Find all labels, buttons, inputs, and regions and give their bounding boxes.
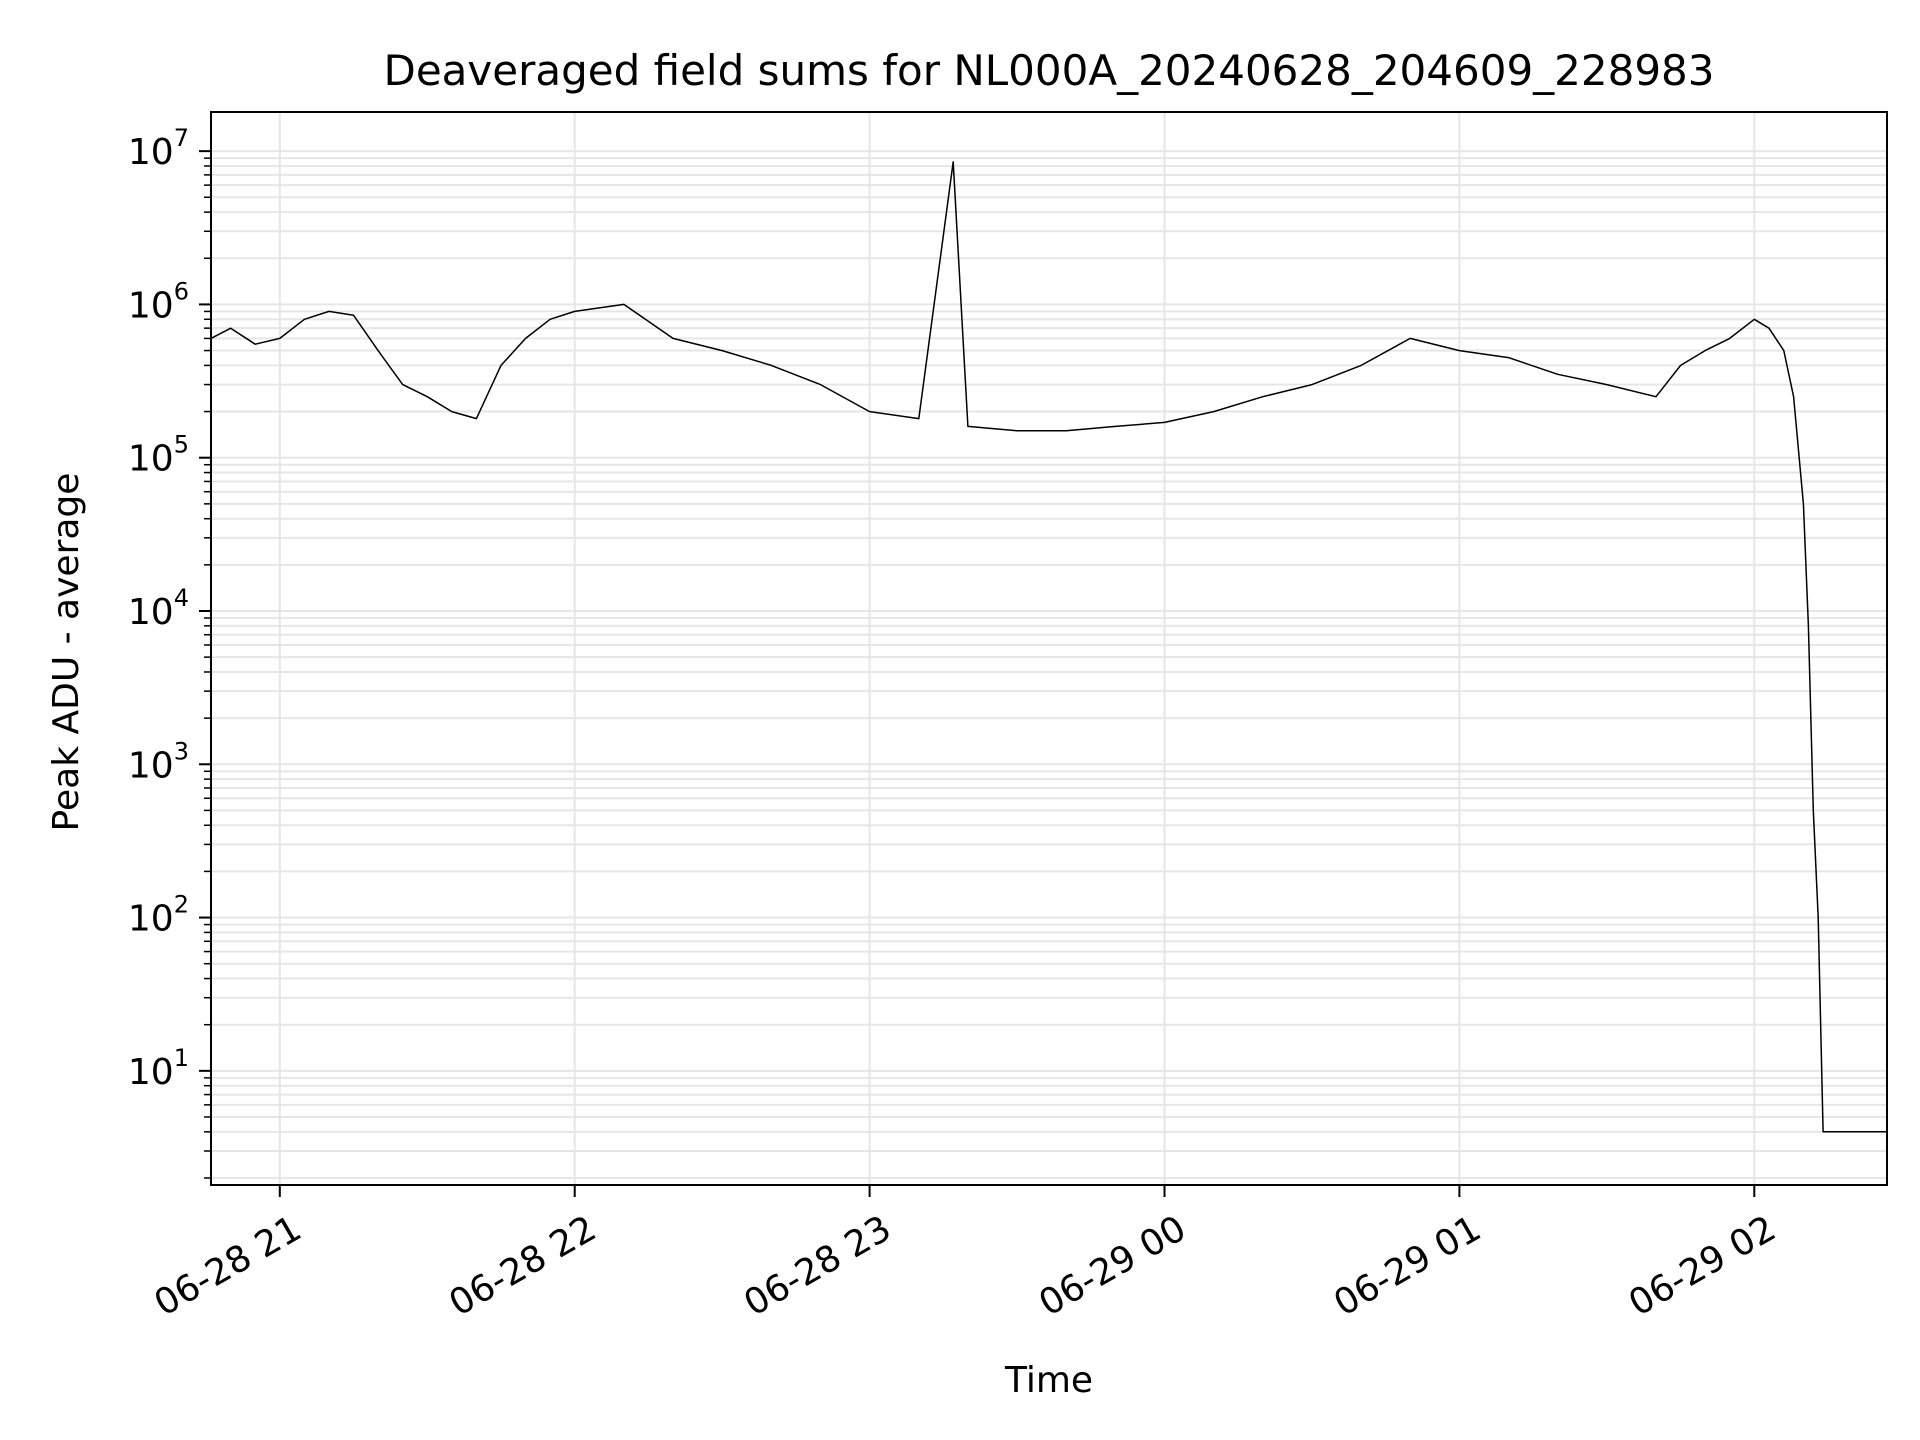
y-tick-label: 103: [128, 737, 189, 786]
series-layer: [210, 161, 1887, 1133]
x-tick-label: 06-29 02: [1622, 1208, 1783, 1324]
x-tick-label: 06-29 01: [1327, 1208, 1488, 1324]
y-axis-label: Peak ADU - average: [46, 473, 87, 832]
x-tick-label: 06-28 21: [148, 1208, 309, 1324]
y-tick-label: 106: [128, 277, 189, 326]
x-axis-label: Time: [1004, 1360, 1093, 1401]
y-tick-label: 101: [128, 1044, 189, 1093]
chart-title: Deaveraged field sums for NL000A_2024062…: [384, 46, 1715, 95]
y-tick-label: 105: [128, 431, 189, 480]
x-tick-label: 06-29 00: [1032, 1208, 1193, 1324]
x-tick-label: 06-28 22: [443, 1208, 604, 1324]
y-tick-label: 102: [128, 891, 189, 940]
y-tick-label: 107: [128, 124, 189, 173]
series-line: [210, 161, 1887, 1133]
plot-area-frame: [210, 111, 1888, 1186]
grid: [211, 112, 1887, 1185]
x-tick-label: 06-28 23: [737, 1208, 898, 1324]
y-tick-label: 104: [128, 584, 189, 633]
